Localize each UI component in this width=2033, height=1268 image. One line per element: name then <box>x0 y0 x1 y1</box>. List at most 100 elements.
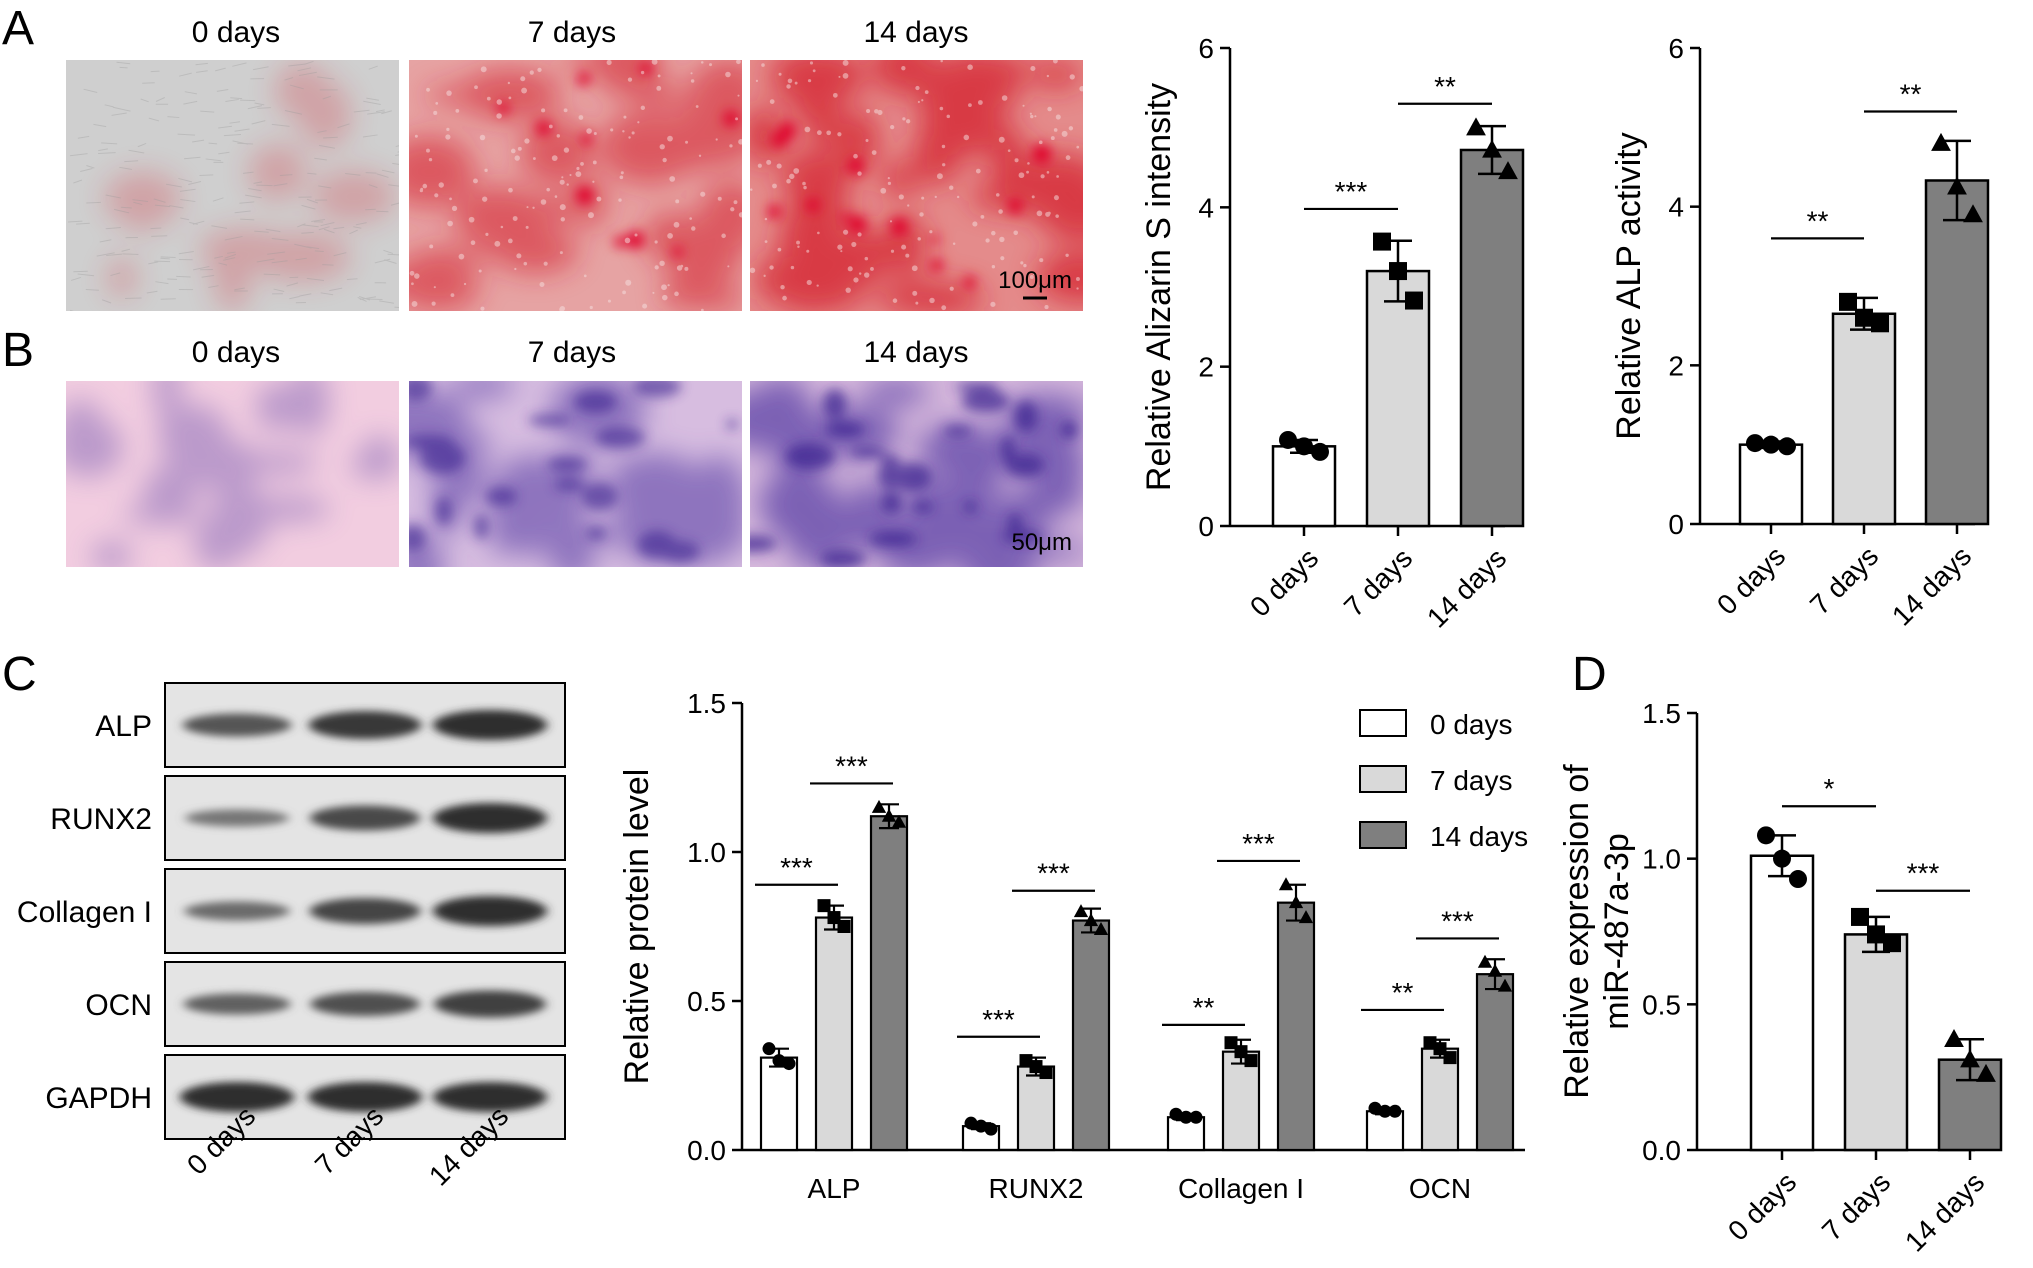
alizarin-point-2-0 <box>1466 117 1486 136</box>
protein-sig-label-4: ** <box>1193 992 1215 1023</box>
alizarin-point-0-2 <box>1311 442 1329 461</box>
micro-a-image-1 <box>409 60 742 311</box>
alizarin-ytick-label-0: 0 <box>1198 511 1214 542</box>
protein-point-3-2-0 <box>1477 954 1493 968</box>
blot-bands-3 <box>183 990 546 1018</box>
mir487-point-0-2 <box>1789 870 1807 889</box>
alizarin-point-1-1 <box>1389 262 1407 281</box>
mir487-expression-chart: 0.0 0.5 1.0 1.5 Relative expression of miR-48… <box>1558 698 2003 1258</box>
mir487-point-1-2 <box>1883 934 1901 953</box>
alp_activity-bar-0 <box>1738 443 1804 526</box>
mir487-xtick-label-2: 14 days <box>1899 1166 1990 1257</box>
protein-point-2-0-0 <box>1169 1107 1183 1121</box>
protein-bar-3-2 <box>1475 973 1515 1152</box>
mir487-point-1-0 <box>1851 907 1869 926</box>
alizarin-micrographs: 0 days 7 days 14 days 100μm <box>66 16 1083 311</box>
protein-bar-1-2 <box>1071 919 1111 1152</box>
protein-legend-label-0: 0 days <box>1430 709 1513 740</box>
protein-ytick-label-3: 1.5 <box>687 688 726 719</box>
alp_activity-point-0-1 <box>1762 435 1780 454</box>
protein-point-1-2-0 <box>1073 904 1089 918</box>
micro-b-dark-streaks <box>750 382 1078 567</box>
protein-point-3-1-1 <box>1433 1042 1447 1056</box>
protein-point-0-2-2 <box>891 814 907 828</box>
blot-band <box>432 896 548 926</box>
micro-b-header-0: 0 days <box>192 336 280 369</box>
protein-point-3-0-1 <box>1378 1104 1392 1118</box>
alizarin-ytick-label-2: 4 <box>1198 192 1214 223</box>
protein-point-3-2-2 <box>1497 978 1513 992</box>
protein-point-2-1-1 <box>1234 1045 1248 1059</box>
micro-b-dark-streaks <box>409 381 739 563</box>
mir487-point-2-1 <box>1960 1049 1980 1068</box>
alp_activity-bar-2 <box>1924 179 1990 526</box>
mir487-xtick-label-1: 7 days <box>1816 1166 1896 1246</box>
micro-a-image-0 <box>66 60 399 311</box>
protein-sig-label-6: ** <box>1392 977 1414 1008</box>
protein-xtick-label-0: ALP <box>808 1173 861 1204</box>
protein-point-1-1-1 <box>1029 1060 1043 1074</box>
protein-point-1-0-0 <box>964 1116 978 1130</box>
micro-a-light-speckle <box>409 60 742 311</box>
protein-bar-2-2 <box>1276 901 1316 1152</box>
blot-band <box>432 710 548 740</box>
protein-point-2-2-1 <box>1288 895 1304 909</box>
mir487-ytick-label-1: 0.5 <box>1642 989 1681 1020</box>
alp_activity-point-2-0 <box>1931 132 1951 151</box>
protein-sig-label-2: *** <box>982 1004 1015 1035</box>
alp_activity-bar-1 <box>1831 312 1897 526</box>
alizarin-point-0-0 <box>1279 430 1297 449</box>
alizarin-point-2-2 <box>1498 161 1518 180</box>
protein-point-0-2-1 <box>881 808 897 822</box>
protein-ylabel: Relative protein level <box>618 769 656 1085</box>
alp_activity-xtick-label-1: 7 days <box>1804 540 1884 620</box>
micro-a-stain-patches <box>104 62 396 311</box>
alizarin-ytick-label-1: 2 <box>1198 352 1214 383</box>
alp_activity-ytick-label-2: 4 <box>1668 192 1684 223</box>
mir487-sig-label-0: * <box>1824 773 1835 804</box>
protein-bar-2-1 <box>1221 1050 1261 1152</box>
micro-a-header-0: 0 days <box>192 16 280 49</box>
protein-point-3-2-1 <box>1487 963 1503 977</box>
protein-point-3-0-2 <box>1388 1104 1402 1118</box>
blot-band <box>432 1082 548 1112</box>
alp_activity-xtick-label-2: 14 days <box>1886 540 1977 631</box>
mir487-point-2-0 <box>1944 1028 1964 1047</box>
protein-point-0-1-1 <box>827 911 841 925</box>
protein-point-2-2-0 <box>1278 877 1294 891</box>
blot-band <box>309 805 421 831</box>
protein-xtick-label-2: Collagen I <box>1178 1173 1304 1204</box>
alp_activity-point-1-1 <box>1855 308 1873 327</box>
micro-a-stain-dots <box>767 121 1052 289</box>
protein-sig-label-7: *** <box>1441 905 1474 936</box>
panel-letter-b: B <box>2 324 34 377</box>
blot-band <box>310 992 420 1016</box>
blot-label-4: GAPDH <box>45 1082 152 1115</box>
protein-point-0-0-0 <box>762 1042 776 1056</box>
alizarin-sig-label-1: ** <box>1434 71 1456 102</box>
alizarin-bar-2 <box>1459 148 1525 528</box>
protein-point-3-0-0 <box>1368 1101 1382 1115</box>
blot-band <box>309 898 421 924</box>
protein-point-0-0-1 <box>772 1054 786 1068</box>
micro-b-image-1 <box>409 381 742 567</box>
protein-point-2-0-2 <box>1189 1110 1203 1124</box>
blot-bands-1 <box>185 803 548 833</box>
protein-legend-label-1: 7 days <box>1430 765 1513 796</box>
alp_activity-ytick-label-0: 0 <box>1668 509 1684 540</box>
alizarin-sig-label-0: *** <box>1335 176 1368 207</box>
protein-point-0-2-0 <box>871 799 887 813</box>
alizarin-xtick-label-0: 0 days <box>1244 542 1324 622</box>
panel-letter-d: D <box>1572 648 1607 701</box>
protein-point-2-1-2 <box>1244 1054 1258 1068</box>
micro-a-stain-patches <box>409 60 742 311</box>
blot-band <box>434 990 546 1018</box>
mir487-point-1-1 <box>1867 925 1885 944</box>
protein-bar-0-0 <box>759 1056 799 1152</box>
micro-b-stain-patches <box>66 381 399 567</box>
alp_activity-point-2-1 <box>1947 176 1967 195</box>
alizarin-point-2-1 <box>1482 139 1502 158</box>
blot-bands-0 <box>182 710 548 740</box>
blot-band <box>183 993 291 1015</box>
